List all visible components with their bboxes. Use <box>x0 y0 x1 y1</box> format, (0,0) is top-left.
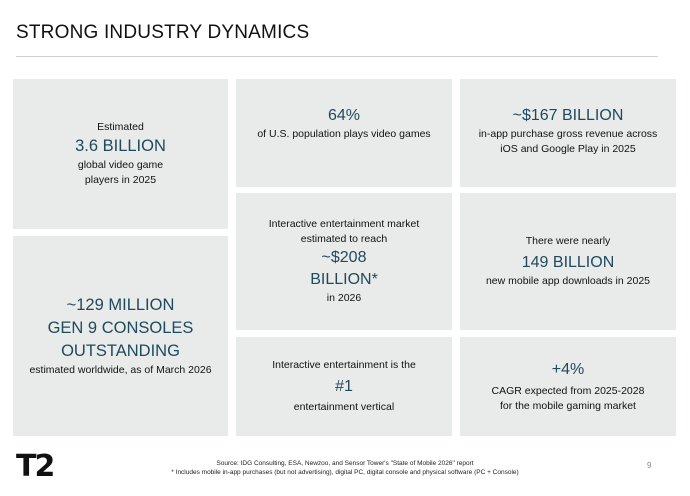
tile-vertical-post: entertainment vertical <box>293 401 395 413</box>
tile-downloads-value: 149 BILLION <box>521 254 615 271</box>
footnote-block: Source: IDG Consulting, ESA, Newzoo, and… <box>0 459 690 477</box>
tile-market-post: in 2026 <box>326 292 362 304</box>
tile-downloads-pre: There were nearly <box>525 235 611 247</box>
tile-market: Interactive entertainment market estimat… <box>236 193 452 330</box>
company-logo: T2 <box>16 449 55 484</box>
tile-us-population-value: 64% <box>327 107 361 124</box>
tile-in-app-post-2: iOS and Google Play in 2025 <box>500 143 636 155</box>
tile-vertical: Interactive entertainment is the #1 ente… <box>236 337 452 436</box>
tile-vertical-value: #1 <box>335 378 353 395</box>
tile-cagr-post-2: for the mobile gaming market <box>500 400 636 412</box>
tile-consoles-line-1: ~129 MILLION <box>66 296 175 314</box>
tile-market-value-1: ~$208 <box>321 249 367 266</box>
tile-downloads: There were nearly 149 BILLION new mobile… <box>460 193 676 330</box>
page-number: 9 <box>647 461 652 470</box>
tile-consoles-line-2: GEN 9 CONSOLES <box>47 319 194 337</box>
tile-vertical-pre: Interactive entertainment is the <box>272 359 416 371</box>
tile-players-value: 3.6 BILLION <box>75 137 166 155</box>
tile-cagr-value: +4% <box>551 361 585 378</box>
tile-us-population-post: of U.S. population plays video games <box>257 128 431 140</box>
tile-players-post-1: global video game <box>77 159 164 171</box>
tile-in-app-post-1: in-app purchase gross revenue across <box>478 128 658 140</box>
tile-cagr: +4% CAGR expected from 2025-2028 for the… <box>460 337 676 436</box>
tile-market-pre-2: estimated to reach <box>300 233 388 245</box>
tile-consoles-line-3: OUTSTANDING <box>61 342 180 360</box>
tile-players-post-2: players in 2025 <box>84 174 157 186</box>
tile-players-pre: Estimated <box>97 121 144 133</box>
slide-title: STRONG INDUSTRY DYNAMICS <box>16 22 310 43</box>
tile-market-value-2: BILLION* <box>310 271 378 288</box>
tile-cagr-post-1: CAGR expected from 2025-2028 <box>491 385 645 397</box>
asterisk-note: * Includes mobile in-app purchases (but … <box>171 469 519 476</box>
tile-market-pre-1: Interactive entertainment market <box>268 218 420 230</box>
tile-players: Estimated 3.6 BILLION global video game … <box>13 79 228 229</box>
title-divider <box>16 56 658 57</box>
source-note: Source: IDG Consulting, ESA, Newzoo, and… <box>216 460 474 467</box>
tile-in-app: ~$167 BILLION in-app purchase gross reve… <box>460 79 676 187</box>
tile-consoles: ~129 MILLION GEN 9 CONSOLES OUTSTANDING … <box>13 236 228 436</box>
tile-consoles-post: estimated worldwide, as of March 2026 <box>29 364 212 376</box>
tile-downloads-post: new mobile app downloads in 2025 <box>485 275 651 287</box>
tile-in-app-value: ~$167 BILLION <box>512 107 624 124</box>
tile-us-population: 64% of U.S. population plays video games <box>236 79 452 187</box>
